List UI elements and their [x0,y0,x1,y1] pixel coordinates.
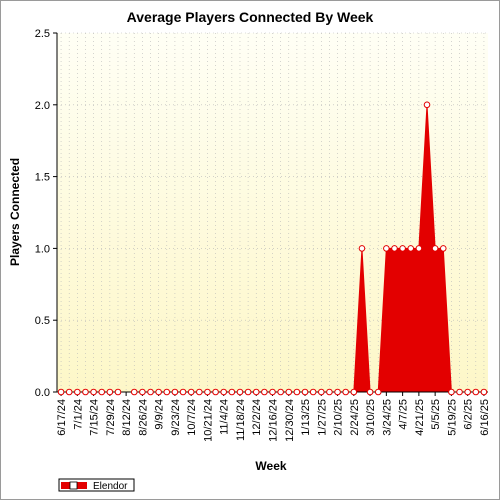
x-tick-label: 4/7/25 [398,399,410,430]
data-point [82,388,89,396]
x-tick-label: 7/15/24 [89,399,101,436]
x-tick-labels: 6/17/24 7/1/24 7/15/24 7/29/24 8/12/24 8/26/2… [56,392,491,442]
x-tick-label: 1/13/25 [300,399,312,436]
data-point [293,388,301,396]
data-point [464,388,471,396]
data-point [309,388,317,396]
data-point [407,245,415,252]
x-tick-label: 2/10/25 [333,399,345,436]
y-axis-label: Players Connected [8,158,22,266]
data-point [114,388,122,396]
data-point [57,388,65,396]
x-tick-label: 11/4/24 [219,399,231,435]
data-point [65,388,73,396]
data-point [220,388,228,396]
x-tick-label: 12/2/24 [251,399,263,436]
data-point [342,388,349,396]
data-point [252,388,260,396]
x-tick-label: 5/5/25 [430,399,442,430]
data-point [171,388,179,396]
y-tick-label: 0.5 [35,315,50,327]
y-tick-label: 2.5 [35,28,50,40]
data-point [383,245,390,252]
data-point [391,245,398,252]
x-tick-label: 3/10/25 [365,399,377,436]
y-tick-label: 1.5 [35,172,50,184]
data-point [317,388,325,396]
data-point [456,388,463,396]
data-point [334,388,341,396]
x-tick-label: 1/27/25 [316,399,328,436]
data-point [90,388,97,396]
x-tick-label: 7/29/24 [105,399,117,436]
x-tick-label: 7/1/24 [72,399,84,430]
data-point [163,388,171,396]
x-tick-label: 9/9/24 [154,399,166,430]
y-tick-label: 0.0 [35,387,50,399]
x-tick-label: 4/21/25 [414,399,426,436]
series-points [57,101,488,396]
x-tick-label: 6/17/24 [56,399,68,436]
data-point [261,388,268,396]
data-point [358,245,366,252]
data-point [212,388,219,396]
y-tick-label: 2.0 [35,100,50,112]
data-point [179,388,187,396]
y-tick-label: 1.0 [35,243,50,255]
data-point [350,388,358,396]
data-point [480,388,488,396]
data-point [204,388,211,396]
x-tick-label: 10/7/24 [186,399,198,436]
legend-label-elendor: Elendor [93,481,128,492]
data-point [130,388,138,396]
data-point [236,388,244,396]
y-tick-labels: 0.0 0.5 1.0 1.5 2.0 2.5 [35,28,57,399]
data-point [415,245,423,252]
data-point [374,388,382,396]
data-point [366,388,374,396]
chart-title: Average Players Connected By Week [127,9,374,25]
data-point [439,245,447,252]
data-point [139,388,146,396]
x-tick-label: 12/16/24 [268,399,280,442]
data-point [269,388,276,396]
data-point [244,388,252,396]
data-point [423,101,431,109]
data-point [472,388,480,396]
x-tick-label: 9/23/24 [170,399,182,436]
x-tick-label: 6/16/25 [479,399,491,436]
data-point [285,388,293,396]
x-tick-label: 12/30/24 [284,399,296,442]
data-point [74,388,81,396]
data-point [196,388,203,396]
x-tick-label: 2/24/25 [349,399,361,436]
data-point [431,245,439,252]
x-axis-label: Week [255,459,286,473]
data-point [448,388,455,396]
data-point [155,388,162,396]
data-point [399,245,406,252]
x-tick-label: 11/18/24 [235,399,247,441]
x-tick-label: 10/21/24 [202,399,214,442]
data-point [98,388,106,396]
data-point [326,388,333,396]
legend: Elendor [58,478,135,492]
data-point [228,388,236,396]
data-point [106,388,114,396]
x-tick-label: 8/26/24 [137,399,149,436]
data-point [301,388,309,396]
data-point [277,388,284,396]
data-point [187,388,195,396]
x-tick-label: 5/19/25 [446,399,458,436]
x-tick-label: 6/2/25 [463,399,475,430]
x-tick-label: 3/24/25 [381,399,393,436]
x-tick-label: 8/12/24 [121,399,133,436]
data-point [147,388,154,396]
legend-marker [69,481,78,490]
